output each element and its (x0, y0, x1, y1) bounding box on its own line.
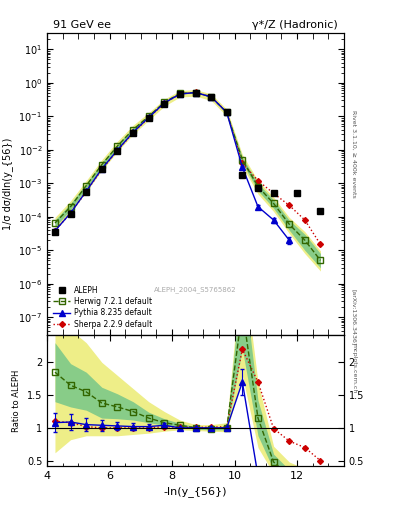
Y-axis label: Ratio to ALEPH: Ratio to ALEPH (12, 369, 21, 432)
Text: mcplots.cern.ch: mcplots.cern.ch (351, 344, 356, 394)
Text: [arXiv:1306.3436]: [arXiv:1306.3436] (351, 289, 356, 346)
Text: γ*/Z (Hadronic): γ*/Z (Hadronic) (252, 20, 338, 30)
Text: Rivet 3.1.10, ≥ 400k events: Rivet 3.1.10, ≥ 400k events (351, 110, 356, 198)
X-axis label: -ln(y_{56}): -ln(y_{56}) (164, 486, 227, 497)
Text: ALEPH_2004_S5765862: ALEPH_2004_S5765862 (154, 286, 237, 293)
Legend: ALEPH, Herwig 7.2.1 default, Pythia 8.235 default, Sherpa 2.2.9 default: ALEPH, Herwig 7.2.1 default, Pythia 8.23… (51, 284, 154, 331)
Text: 91 GeV ee: 91 GeV ee (53, 20, 111, 30)
Y-axis label: 1/σ dσ/dln(y_{56}): 1/σ dσ/dln(y_{56}) (2, 138, 13, 230)
